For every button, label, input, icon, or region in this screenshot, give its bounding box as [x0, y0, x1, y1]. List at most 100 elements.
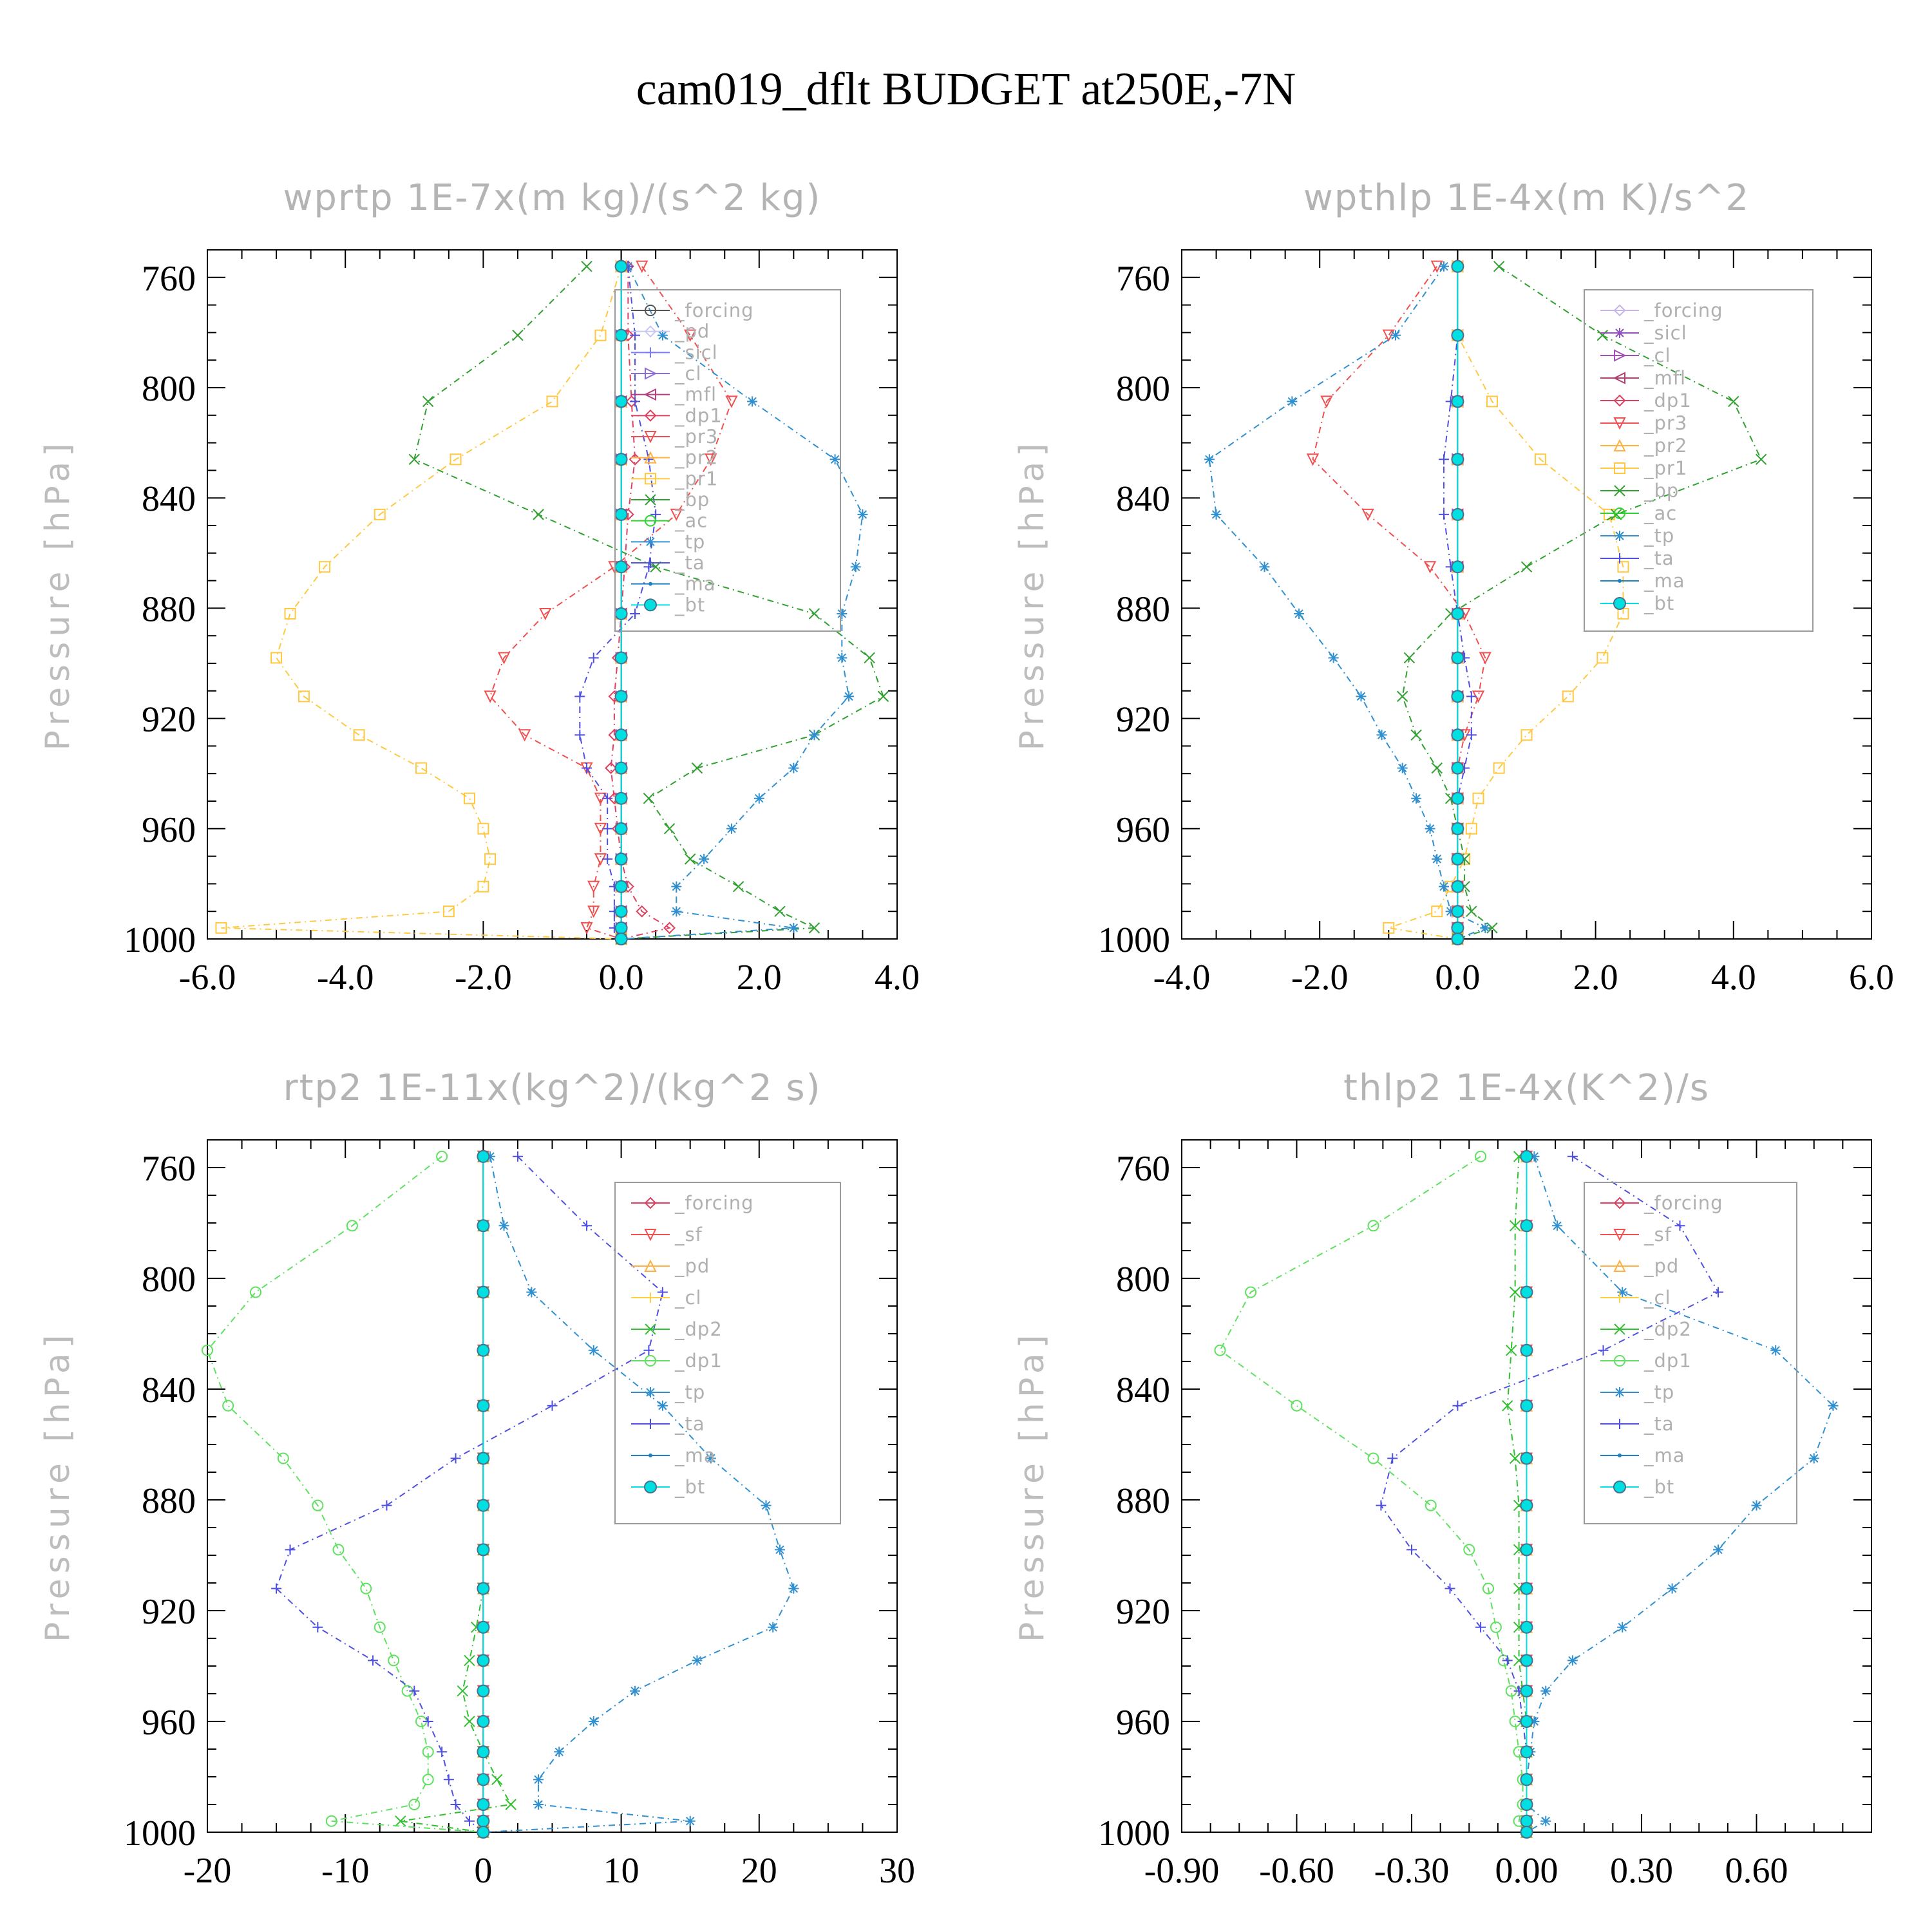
x-tick-label: 20: [741, 1851, 777, 1891]
data-point: [415, 762, 428, 774]
data-point: [602, 793, 613, 804]
data-point: [1204, 454, 1215, 465]
data-point: [605, 762, 617, 775]
data-point: [1520, 729, 1533, 741]
y-tick-label: 1000: [124, 1814, 196, 1853]
x-tick-label: 2.0: [1573, 958, 1618, 998]
data-point: [1390, 330, 1401, 341]
y-tick-label: 880: [142, 589, 196, 629]
data-point: [1520, 1343, 1533, 1357]
data-point: [1451, 921, 1464, 934]
series-tp: [478, 1151, 799, 1837]
data-point: [1520, 1452, 1533, 1465]
data-point: [450, 1453, 461, 1464]
data-point: [1479, 652, 1492, 665]
data-point: [485, 1151, 496, 1162]
x-tick-label: 0.30: [1610, 1851, 1673, 1891]
legend: _forcing _sf _pd _cl _dp2 _dp1 _tp _ta _ma _bt: [614, 1182, 841, 1524]
data-point: [1520, 1798, 1533, 1811]
legend-label: _sicl: [674, 341, 718, 363]
legend-label: _ta: [674, 552, 705, 574]
data-point: [1431, 762, 1443, 774]
y-axis-label: Pressure [hPa]: [39, 1330, 77, 1642]
data-point: [477, 1798, 490, 1811]
x-tick-label: -0.30: [1374, 1851, 1450, 1891]
data-point: [1480, 922, 1491, 933]
data-point: [630, 608, 641, 619]
data-point: [1411, 793, 1422, 804]
data-point: [582, 762, 592, 773]
legend-label: _bt: [1643, 1476, 1674, 1498]
legend-label: _bt: [1643, 592, 1674, 614]
data-point: [381, 1500, 392, 1511]
data-point: [360, 1582, 372, 1595]
data-point: [636, 905, 649, 918]
y-tick-label: 840: [1116, 1370, 1170, 1410]
data-point: [484, 690, 497, 703]
data-point: [582, 1220, 592, 1231]
legend-marker: [644, 1229, 657, 1242]
series-ta: [271, 1151, 668, 1837]
data-point: [650, 509, 661, 520]
data-point: [580, 922, 593, 935]
data-point: [1617, 1287, 1628, 1298]
data-point: [837, 652, 848, 663]
legend-label: _tp: [674, 531, 705, 553]
series-line: [400, 1156, 512, 1833]
series-line: [413, 265, 884, 940]
data-point: [477, 1582, 490, 1595]
x-tick-label: -10: [321, 1851, 370, 1891]
legend-marker: [1614, 485, 1625, 497]
data-point: [705, 1453, 716, 1464]
y-tick-label: 760: [1116, 259, 1170, 299]
data-point: [643, 793, 655, 804]
data-point: [1520, 1150, 1533, 1163]
data-point: [284, 607, 296, 620]
legend-label: _tp: [1643, 525, 1674, 547]
data-point: [484, 853, 497, 865]
data-point: [353, 729, 365, 741]
data-point: [1376, 730, 1387, 741]
y-tick-label: 800: [142, 369, 196, 409]
data-point: [325, 1815, 337, 1827]
data-point: [671, 906, 682, 917]
data-point: [692, 1655, 703, 1666]
data-point: [614, 880, 628, 893]
y-tick-label: 880: [142, 1481, 196, 1521]
data-point: [1505, 1345, 1517, 1356]
legend-label: _dp2: [674, 1318, 723, 1340]
legend-marker: [645, 558, 656, 568]
data-point: [312, 1499, 324, 1511]
legend-label: _ta: [674, 1413, 705, 1435]
legend-label: _dp1: [1643, 390, 1692, 412]
data-point: [374, 508, 386, 520]
data-point: [614, 791, 628, 805]
data-point: [409, 1685, 420, 1696]
legend-marker: [1613, 1259, 1626, 1272]
data-point: [215, 922, 227, 934]
series-line: [206, 1156, 484, 1833]
series-line: [1388, 266, 1624, 940]
legend-marker: [645, 347, 656, 358]
figure-title: cam019_dflt BUDGET at250E,-7N: [636, 63, 1296, 115]
data-point: [1475, 1622, 1486, 1633]
data-point: [1451, 395, 1464, 408]
data-point: [630, 1685, 641, 1696]
data-point: [1520, 1773, 1533, 1786]
y-tick-label: 840: [1116, 479, 1170, 519]
data-point: [1502, 1400, 1513, 1412]
data-point: [422, 1774, 434, 1786]
data-point: [539, 607, 552, 621]
data-point: [1287, 396, 1298, 407]
data-point: [574, 730, 585, 741]
legend-marker: [1613, 394, 1626, 407]
data-point: [1520, 1826, 1533, 1839]
data-point: [663, 823, 676, 835]
data-point: [1808, 1453, 1819, 1464]
data-point: [249, 1286, 261, 1298]
data-point: [1529, 1151, 1540, 1162]
data-point: [1713, 1287, 1723, 1298]
y-tick-label: 920: [1116, 1592, 1170, 1632]
data-point: [574, 691, 585, 702]
data-point: [588, 1345, 599, 1356]
